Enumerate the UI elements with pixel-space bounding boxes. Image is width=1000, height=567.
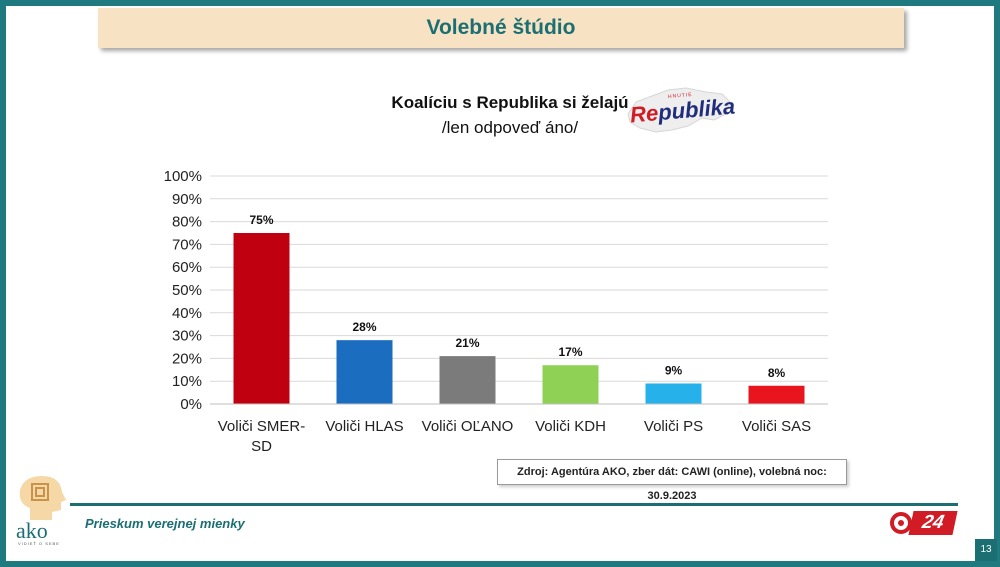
chart-grid bbox=[210, 175, 828, 405]
x-axis: Voliči SMER- SD Voliči HLAS Voliči OĽANO Vol… bbox=[210, 403, 828, 455]
bar bbox=[233, 233, 290, 404]
y-tick-label: 10% bbox=[172, 373, 202, 390]
y-tick-label: 100% bbox=[164, 168, 202, 185]
y-tick-label: 60% bbox=[172, 259, 202, 276]
republika-logo: HNUTIE Republika bbox=[622, 84, 736, 138]
y-tick-label: 40% bbox=[172, 305, 202, 322]
ako-logo-tagline: VIDIEŤ O SEBE bbox=[18, 541, 60, 546]
data-label: 28% bbox=[352, 320, 376, 334]
source-note: Zdroj: Agentúra AKO, zber dát: CAWI (onl… bbox=[497, 459, 847, 502]
data-label: 75% bbox=[249, 213, 273, 227]
bar bbox=[439, 356, 496, 404]
header-band: Volebné štúdio bbox=[98, 8, 904, 48]
bar-chart: 0% 10% 20% 30% 40% 50% 60% 70% 80% 90% 100% 75% 28%… bbox=[164, 168, 828, 455]
bar bbox=[336, 340, 393, 404]
y-tick-label: 30% bbox=[172, 328, 202, 345]
bar bbox=[645, 383, 702, 404]
data-label: 21% bbox=[455, 336, 479, 350]
bar bbox=[542, 365, 599, 404]
y-tick-label: 0% bbox=[180, 396, 202, 413]
footer-divider bbox=[70, 503, 958, 506]
ako-logo-word: ako bbox=[16, 518, 48, 543]
y-tick-label: 70% bbox=[172, 236, 202, 253]
republika-logo-prefix: Re bbox=[629, 100, 660, 128]
bar bbox=[748, 385, 805, 404]
footer-text: Prieskum verejnej mienky bbox=[85, 516, 245, 531]
chart-title-main: Koalíciu s Republika si želajú bbox=[391, 93, 629, 112]
ako-logo: ako VIDIEŤ O SEBE bbox=[12, 474, 72, 549]
republika-logo-suffix: publika bbox=[657, 93, 736, 126]
y-axis: 0% 10% 20% 30% 40% 50% 60% 70% 80% 90% 100% bbox=[164, 168, 202, 413]
y-tick-label: 20% bbox=[172, 350, 202, 367]
tv24-logo: 24 bbox=[889, 511, 958, 537]
y-tick-label: 50% bbox=[172, 282, 202, 299]
header-title: Volebné štúdio bbox=[426, 16, 576, 39]
y-tick-label: 80% bbox=[172, 214, 202, 231]
x-tick-label: Voliči HLAS bbox=[325, 418, 403, 435]
data-label: 9% bbox=[665, 363, 683, 377]
slovakia-map-icon bbox=[627, 87, 731, 133]
chart-bars bbox=[233, 233, 805, 404]
tv24-logo-number: 24 bbox=[908, 511, 958, 535]
data-label: 8% bbox=[768, 366, 786, 380]
x-tick-label: Voliči SMER- bbox=[218, 418, 306, 435]
chart-subtitle: /len odpoveď áno/ bbox=[441, 118, 579, 137]
x-tick-label: SD bbox=[251, 438, 272, 455]
x-tick-label: Voliči KDH bbox=[535, 418, 606, 435]
page-number: 13 bbox=[975, 539, 997, 561]
y-tick-label: 90% bbox=[172, 191, 202, 208]
x-tick-label: Voliči SAS bbox=[742, 418, 811, 435]
data-label: 17% bbox=[558, 345, 582, 359]
chart-title: Koalíciu s Republika si želajú /len odpo… bbox=[300, 90, 720, 140]
x-tick-label: Voliči PS bbox=[644, 418, 703, 435]
chart-data-labels: 75% 28% 21% 17% 9% 8% bbox=[249, 213, 785, 380]
x-tick-label: Voliči OĽANO bbox=[422, 418, 514, 435]
ako-head-icon bbox=[19, 476, 66, 520]
